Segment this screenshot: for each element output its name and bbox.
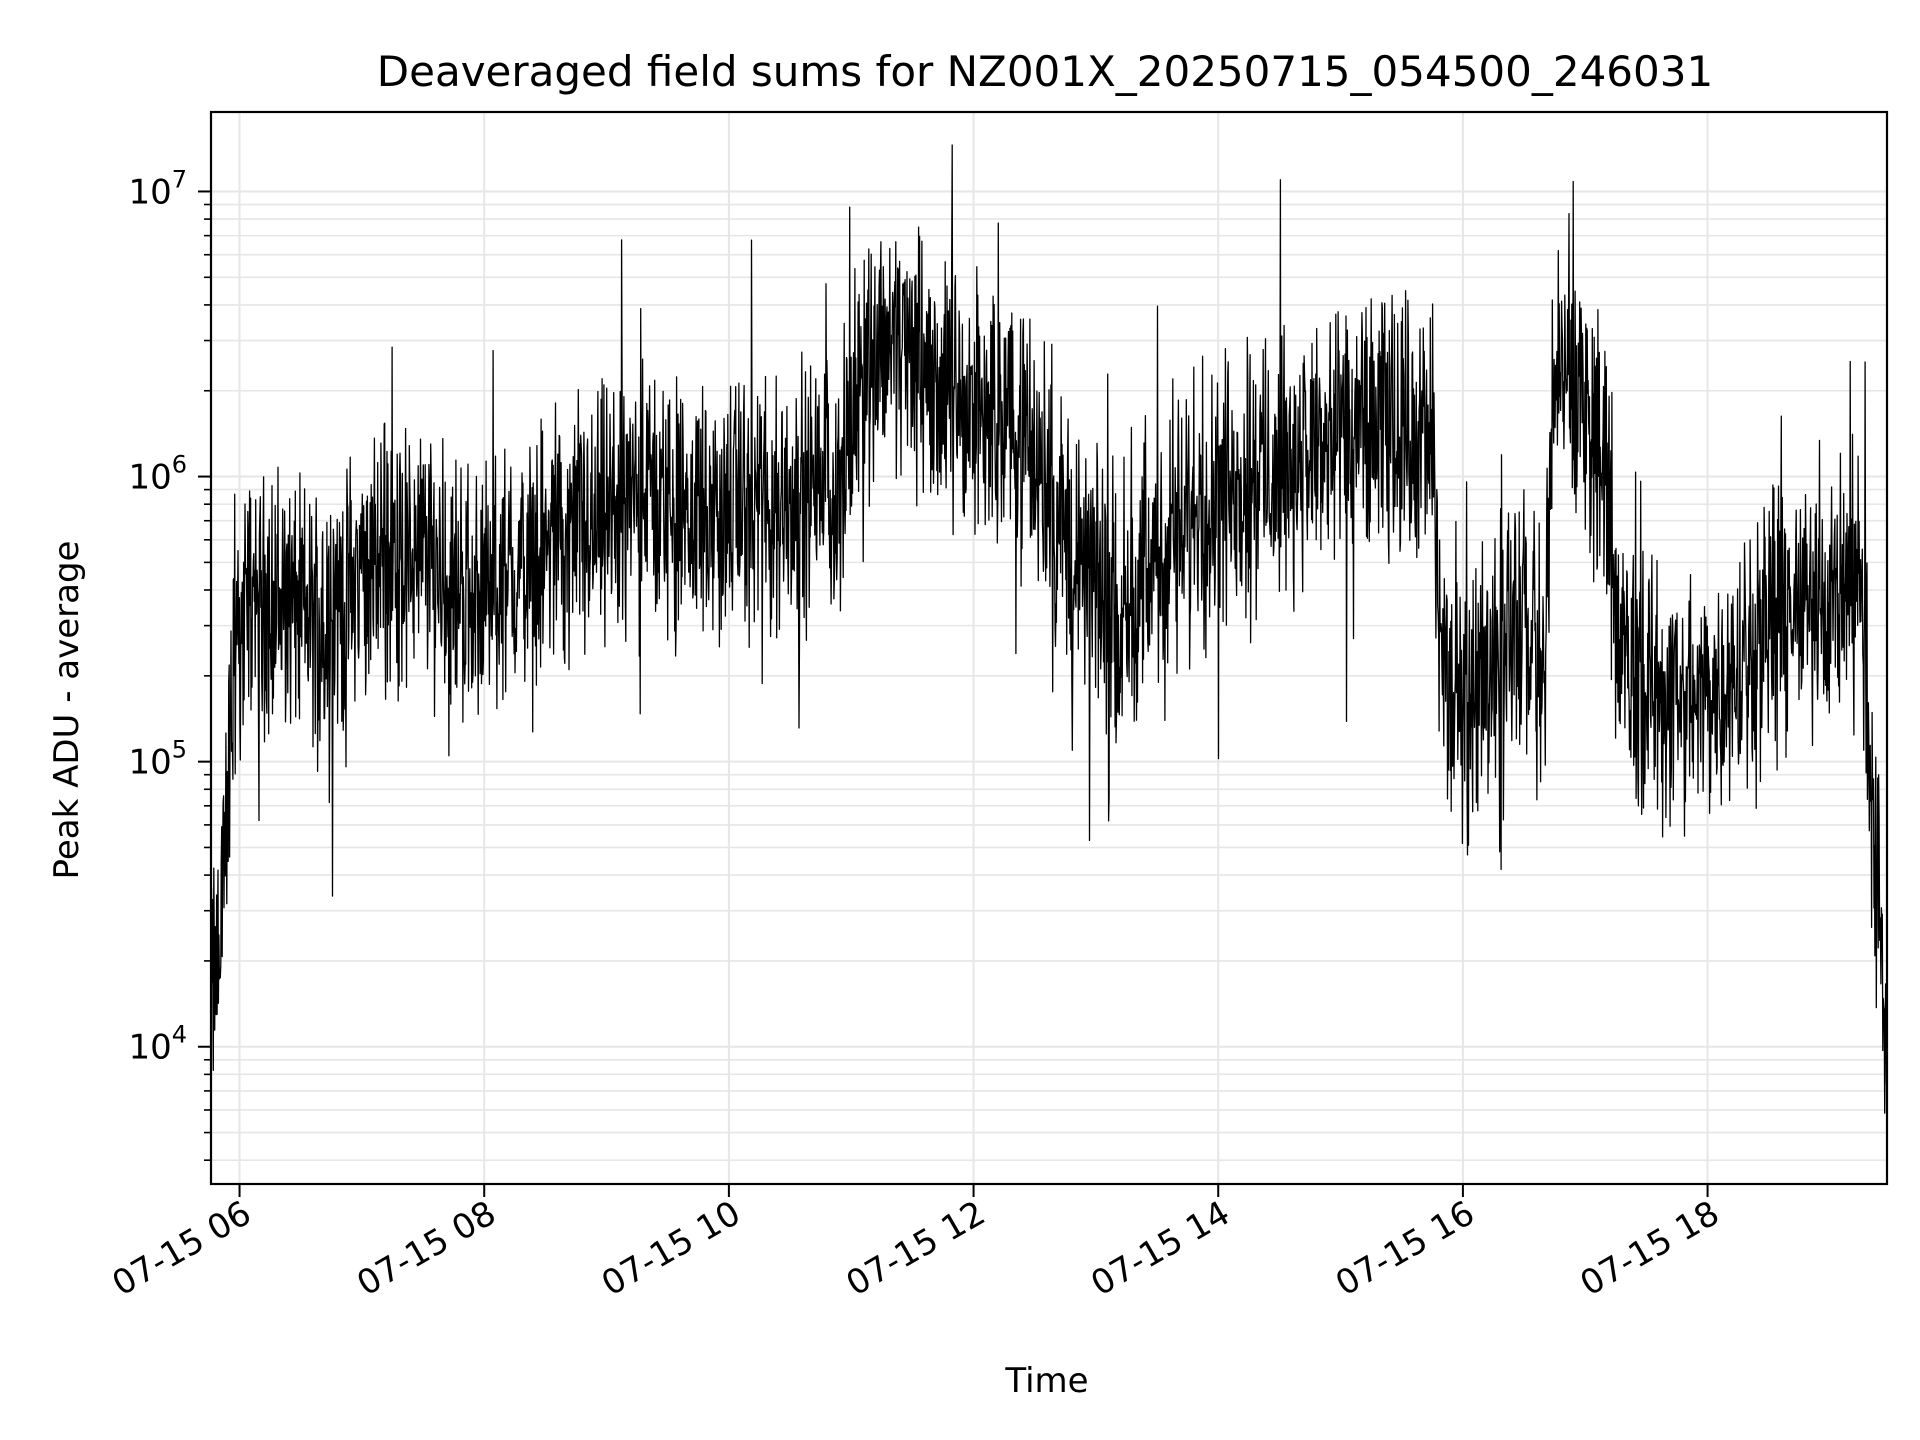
y-tick-exponent: 6 xyxy=(172,451,187,479)
plot-frame xyxy=(209,110,1889,1186)
chart-title: Deaveraged field sums for NZ001X_2025071… xyxy=(377,47,1713,96)
y-tick-base: 10 xyxy=(128,1028,171,1068)
y-tick-label: 107 xyxy=(128,165,187,212)
y-tick-exponent: 5 xyxy=(172,736,187,764)
y-tick-label: 105 xyxy=(128,736,187,783)
y-axis-label: Peak ADU - average xyxy=(47,541,87,880)
series-line xyxy=(210,144,1888,1114)
y-tick-label: 104 xyxy=(128,1021,187,1068)
y-tick-base: 10 xyxy=(128,743,171,783)
y-tick-exponent: 4 xyxy=(172,1021,187,1049)
x-axis-label: Time xyxy=(1004,1361,1088,1401)
plot-series-group xyxy=(210,144,1888,1114)
y-tick-base: 10 xyxy=(128,458,171,498)
y-tick-label: 106 xyxy=(128,451,187,498)
y-tick-base: 10 xyxy=(128,172,171,212)
y-tick-exponent: 7 xyxy=(172,165,187,193)
